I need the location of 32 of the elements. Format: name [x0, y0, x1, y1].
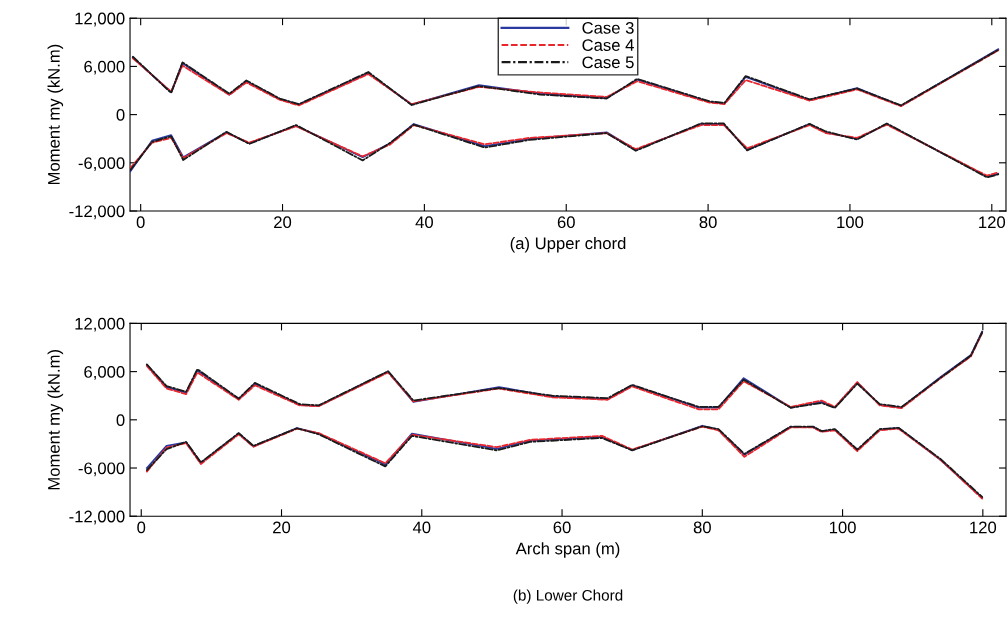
x-tick-label: 100 [837, 216, 864, 229]
x-tick-label: 60 [553, 521, 571, 534]
x-tick-label: 120 [970, 521, 997, 534]
x-tick-label: 0 [137, 521, 146, 534]
y-tick-label: 6,000 [84, 366, 125, 380]
x-tick-label: 60 [557, 216, 575, 229]
y-tick-label: -12,000 [69, 510, 125, 525]
y-axis-title: Moment my (kN.m) [47, 44, 64, 185]
y-tick-label: -6,000 [78, 157, 125, 171]
x-tick-label: 40 [412, 521, 431, 534]
y-tick-label: 6,000 [84, 60, 125, 75]
text: (b) Lower Chord [513, 589, 623, 604]
x-tick-label: 80 [693, 521, 711, 534]
y-tick-label: 12,000 [75, 12, 125, 27]
x-tick-label: 80 [699, 216, 717, 229]
x-tick-label: 20 [273, 521, 291, 534]
x-tick-label: 100 [829, 521, 856, 534]
x-tick-label: 120 [979, 216, 1006, 229]
x-tick-label: 20 [274, 216, 292, 229]
legend-label: Case 3 [582, 21, 634, 34]
x-tick-label: 0 [136, 216, 145, 229]
x-axis-title: (a) Upper chord [510, 236, 626, 253]
y-tick-label: 0 [116, 414, 125, 427]
y-tick-label: -6,000 [78, 462, 125, 477]
y-tick-label: 0 [116, 109, 125, 121]
legend-label: Case 4 [582, 39, 634, 51]
y-tick-label: -12,000 [69, 205, 125, 220]
y-tick-label: 12,000 [75, 317, 125, 332]
x-axis-title: Arch span (m) [515, 542, 620, 558]
legend-label: Case 5 [582, 56, 634, 69]
y-axis-title: Moment my (kN.m) [47, 350, 64, 490]
x-tick-label: 40 [415, 216, 433, 229]
